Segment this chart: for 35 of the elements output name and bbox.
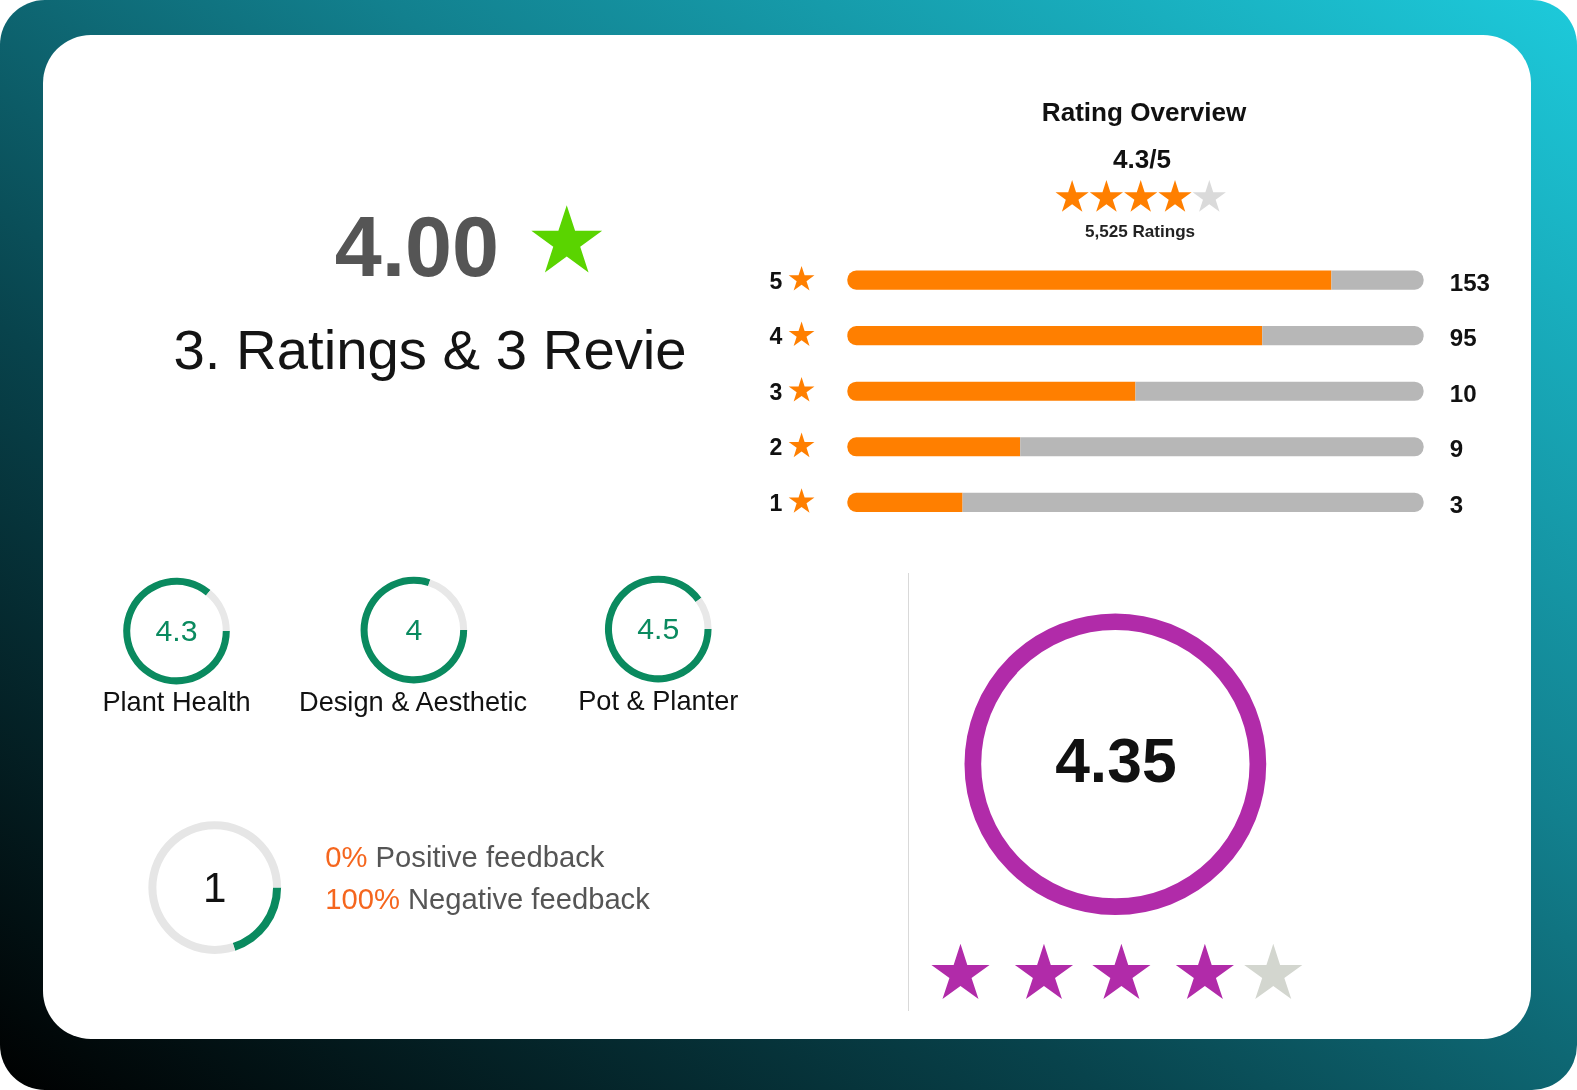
bar: [847, 381, 1136, 401]
text: 5,525 Ratings: [1084, 222, 1196, 242]
bar: [1262, 326, 1424, 346]
text: Pot & Planter: [578, 684, 739, 716]
y-tick-label: 4: [769, 323, 783, 350]
y-tick-label: 5: [769, 267, 783, 294]
text: 4.3: [155, 614, 198, 648]
text: 9: [1449, 435, 1464, 463]
bar: [962, 492, 1424, 512]
text: 1: [202, 864, 227, 912]
y-tick-label: 2: [769, 434, 783, 461]
bar: [847, 270, 1332, 290]
chart-title: Rating Overview: [1041, 97, 1247, 128]
text: 0% Positive feedback: [325, 841, 605, 874]
text: Plant Health: [102, 686, 251, 717]
chart-subtitle: 4.3/5: [1113, 144, 1172, 175]
text: 4.00: [334, 200, 500, 295]
text: 10: [1449, 379, 1477, 407]
y-tick-label: 3: [769, 378, 783, 405]
text: 95: [1449, 324, 1477, 352]
text: Design & Aesthetic: [299, 686, 528, 717]
text: 4.35: [1055, 726, 1177, 796]
text: 3. Ratings & 3 Revie: [173, 317, 687, 381]
text: 100% Negative feedback: [325, 882, 651, 915]
bar: [1135, 381, 1424, 401]
text: 4: [405, 613, 423, 647]
text: 4.5: [637, 612, 680, 646]
bar: [847, 437, 1021, 457]
text: 153: [1449, 268, 1490, 296]
bar: [1020, 437, 1424, 457]
bar: [847, 492, 963, 512]
bar: [1331, 270, 1424, 290]
bar: [847, 326, 1263, 346]
text: 3: [1449, 490, 1464, 518]
y-tick-label: 1: [769, 489, 783, 516]
